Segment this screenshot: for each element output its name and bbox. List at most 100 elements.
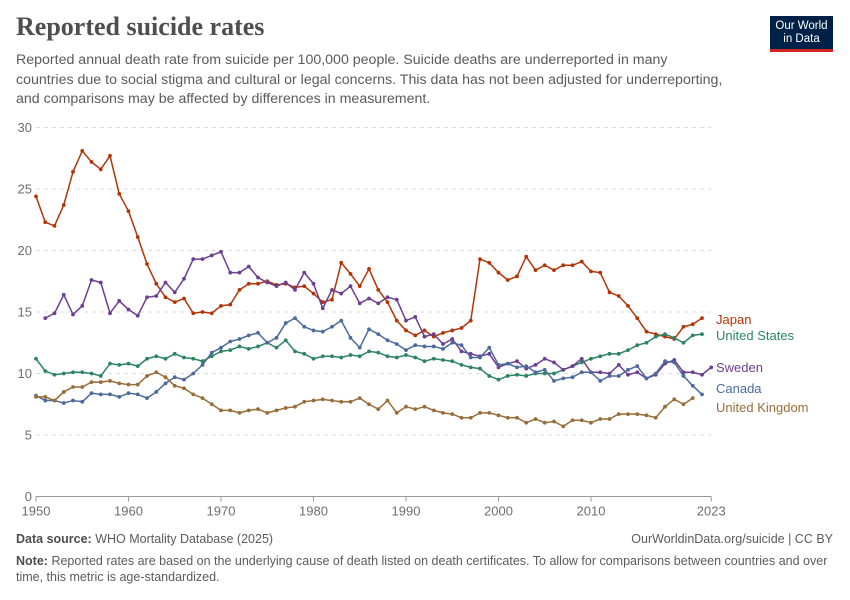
data-point-united-states — [681, 340, 686, 345]
data-point-united-states — [145, 356, 149, 361]
data-point-japan — [163, 295, 168, 300]
data-point-united-kingdom — [293, 404, 297, 409]
data-point-japan — [52, 224, 57, 228]
data-point-canada — [376, 332, 381, 337]
data-point-japan — [422, 328, 427, 333]
data-point-united-kingdom — [570, 418, 575, 423]
data-point-canada — [422, 344, 427, 349]
data-point-sweden — [237, 270, 242, 275]
data-point-japan — [700, 316, 704, 321]
data-point-japan — [200, 310, 205, 314]
data-point-canada — [478, 355, 482, 360]
data-point-japan — [330, 297, 334, 302]
data-point-sweden — [172, 290, 177, 295]
data-point-sweden — [145, 295, 149, 300]
data-point-canada — [505, 361, 510, 366]
data-point-japan — [478, 257, 482, 262]
data-point-canada — [126, 391, 131, 396]
x-tick-label: 1960 — [114, 504, 143, 519]
x-tick-label: 1970 — [207, 504, 236, 519]
data-point-united-kingdom — [468, 415, 473, 420]
license-link[interactable]: OurWorldinData.org/suicide | CC BY — [631, 532, 833, 546]
data-point-japan — [570, 263, 575, 268]
data-point-united-states — [478, 366, 482, 371]
data-point-sweden — [339, 291, 344, 296]
data-point-sweden — [431, 332, 436, 337]
data-point-sweden — [635, 370, 640, 375]
data-point-united-states — [117, 362, 122, 367]
data-point-sweden — [394, 297, 399, 302]
data-point-sweden — [385, 295, 390, 300]
data-point-united-states — [450, 359, 455, 364]
data-point-united-states — [80, 370, 85, 375]
data-point-united-kingdom — [653, 415, 658, 420]
data-point-united-kingdom — [404, 404, 408, 409]
data-point-united-kingdom — [561, 424, 566, 429]
data-point-united-kingdom — [163, 375, 168, 380]
data-point-united-states — [459, 362, 464, 367]
logo-text: Our World — [775, 20, 828, 32]
note-label: Note: — [16, 554, 48, 568]
data-point-canada — [154, 390, 159, 394]
data-point-united-kingdom — [441, 410, 445, 415]
data-point-canada — [394, 342, 399, 346]
data-point-united-kingdom — [265, 410, 270, 415]
data-point-japan — [172, 300, 177, 305]
data-point-canada — [98, 392, 103, 397]
data-point-united-kingdom — [672, 397, 677, 402]
data-point-canada — [339, 318, 344, 323]
data-point-japan — [616, 294, 621, 298]
x-tick-label: 1990 — [392, 504, 421, 519]
data-point-canada — [43, 398, 48, 403]
data-point-united-states — [135, 364, 140, 369]
data-point-united-kingdom — [422, 404, 427, 409]
data-point-japan — [302, 284, 307, 289]
data-point-united-kingdom — [644, 413, 649, 418]
data-point-united-kingdom — [145, 374, 149, 378]
data-point-sweden — [515, 359, 519, 364]
data-point-canada — [570, 375, 575, 380]
data-point-united-states — [219, 349, 223, 354]
data-point-united-kingdom — [98, 380, 103, 385]
data-point-united-kingdom — [330, 398, 334, 403]
data-point-canada — [302, 324, 307, 329]
data-point-japan — [505, 278, 510, 282]
y-tick-label: 30 — [18, 120, 32, 135]
data-point-sweden — [182, 276, 186, 281]
series-united-kingdom — [34, 370, 695, 429]
data-point-united-states — [441, 358, 445, 362]
data-point-canada — [450, 340, 455, 345]
data-point-canada — [561, 376, 566, 381]
data-point-sweden — [256, 275, 260, 280]
data-point-united-states — [598, 354, 603, 359]
chart-title: Reported suicide rates — [16, 12, 265, 41]
owid-logo[interactable]: Our World in Data — [770, 16, 833, 52]
data-point-canada — [348, 335, 353, 340]
data-point-united-states — [126, 361, 131, 366]
source-label: Data source: — [16, 532, 92, 546]
data-point-united-states — [108, 361, 112, 366]
x-tick-label: 2023 — [697, 504, 726, 519]
source-text[interactable]: WHO Mortality Database (2025) — [95, 532, 274, 546]
y-tick-label: 20 — [18, 243, 32, 258]
data-point-canada — [228, 339, 233, 344]
data-point-sweden — [690, 370, 695, 375]
x-tick-label: 2010 — [577, 504, 606, 519]
data-point-canada — [672, 360, 677, 365]
data-point-sweden — [441, 342, 445, 346]
data-point-sweden — [348, 284, 353, 289]
data-point-japan — [607, 290, 612, 295]
data-point-japan — [228, 302, 233, 307]
data-point-sweden — [450, 337, 455, 341]
data-point-united-kingdom — [478, 410, 482, 415]
data-point-japan — [376, 287, 381, 292]
data-point-united-kingdom — [80, 385, 85, 389]
data-point-canada — [274, 335, 279, 340]
data-point-japan — [256, 281, 260, 286]
data-point-united-kingdom — [135, 382, 140, 387]
data-point-sweden — [376, 301, 381, 306]
data-point-united-kingdom — [367, 402, 371, 407]
data-point-canada — [542, 367, 547, 372]
data-point-canada — [533, 370, 538, 375]
data-point-sweden — [191, 257, 196, 262]
